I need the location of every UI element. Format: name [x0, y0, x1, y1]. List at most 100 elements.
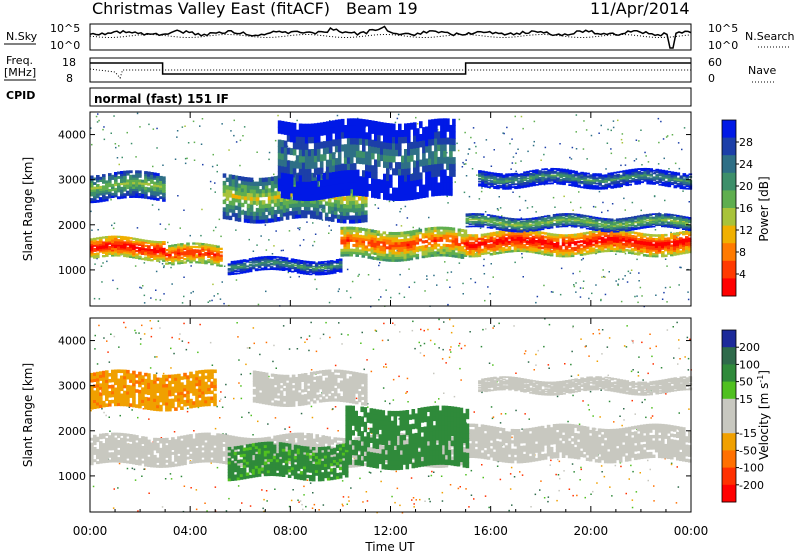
echo-cell	[513, 232, 518, 236]
echo-cell	[507, 240, 512, 244]
echo-cell	[120, 242, 124, 245]
echo-cell	[504, 217, 509, 219]
echo-cell	[615, 222, 620, 225]
echo-cell	[624, 225, 629, 227]
echo-cell	[534, 217, 539, 219]
echo-cell	[427, 227, 432, 231]
echo-cell	[233, 270, 238, 273]
echo-cell	[204, 262, 208, 265]
echo-cell	[610, 180, 614, 183]
echo-cell	[679, 183, 684, 186]
echo-cell	[198, 254, 202, 257]
echo-cell	[499, 186, 503, 189]
echo-cell	[588, 227, 593, 229]
echo-cell	[355, 253, 359, 257]
echo-cell	[117, 254, 121, 257]
echo-cell	[370, 239, 375, 243]
echo-cell	[275, 263, 280, 265]
echo-cell	[269, 267, 274, 269]
echo-cell	[492, 250, 497, 254]
noise-speck	[210, 188, 212, 190]
noise-speck	[490, 165, 493, 167]
echo-cell	[642, 224, 647, 227]
noise-speck	[647, 161, 650, 163]
echo-cell	[667, 237, 671, 240]
echo-cell	[480, 217, 485, 220]
echo-cell	[90, 243, 94, 246]
noise-speck	[670, 231, 672, 234]
echo-cell	[615, 234, 620, 238]
noise-speck	[314, 278, 316, 281]
noise-speck	[336, 114, 339, 117]
echo-cell	[564, 215, 569, 217]
echo-cell	[237, 187, 242, 192]
echo-cell	[682, 232, 686, 236]
echo-cell	[670, 248, 674, 251]
echo-cell	[499, 178, 503, 181]
echo-cell	[634, 168, 638, 171]
echo-cell	[445, 244, 450, 247]
echo-cell	[150, 240, 154, 243]
echo-cell	[567, 223, 572, 225]
echo-cell	[502, 185, 506, 188]
noise-speck	[575, 131, 577, 133]
echo-cell	[606, 225, 611, 227]
echo-cell	[688, 224, 692, 227]
echo-cell	[231, 197, 236, 202]
noise-speck	[483, 258, 485, 261]
echo-cell	[236, 270, 241, 272]
echo-cell	[340, 239, 344, 242]
echo-cell	[123, 244, 127, 247]
echo-cell	[600, 230, 605, 232]
echo-cell	[412, 249, 417, 253]
echo-cell	[670, 217, 674, 219]
echo-cell	[589, 175, 593, 178]
echo-cell	[338, 261, 343, 264]
echo-cell	[648, 243, 653, 246]
echo-cell	[251, 257, 256, 260]
echo-cell	[245, 271, 250, 273]
echo-cell	[355, 236, 359, 240]
echo-cell	[373, 256, 378, 260]
echo-cell	[102, 255, 106, 258]
noise-speck	[549, 248, 552, 251]
cpid-label: CPID	[6, 89, 35, 102]
echo-cell	[534, 228, 539, 231]
echo-cell	[318, 204, 323, 209]
echo-cell	[275, 258, 280, 261]
noise-speck	[668, 168, 670, 170]
echo-cell	[198, 252, 202, 256]
noise-speck	[324, 171, 327, 173]
echo-cell	[610, 173, 614, 176]
echo-cell	[640, 174, 644, 177]
echo-cell	[682, 227, 686, 229]
echo-cell	[93, 237, 97, 241]
echo-cell	[610, 182, 614, 185]
echo-cell	[471, 251, 476, 254]
echo-cell	[582, 221, 587, 224]
echo-cell	[532, 183, 536, 185]
echo-cell	[498, 226, 503, 229]
echo-cell	[549, 222, 554, 224]
echo-cell	[636, 226, 641, 229]
echo-cell	[483, 223, 488, 226]
noise-speck	[152, 128, 155, 130]
echo-cell	[354, 200, 359, 205]
echo-cell	[403, 238, 408, 242]
echo-cell	[648, 214, 653, 217]
echo-cell	[528, 237, 533, 240]
echo-cell	[565, 173, 569, 175]
echo-cell	[576, 222, 581, 225]
noise-speck	[482, 264, 485, 267]
echo-cell	[591, 232, 596, 235]
echo-cell	[391, 254, 396, 257]
echo-cell	[258, 215, 263, 220]
echo-cell	[162, 189, 166, 193]
echo-cell	[108, 251, 112, 254]
echo-cell	[582, 247, 587, 250]
echo-cell	[314, 269, 319, 271]
noise-speck	[517, 148, 519, 150]
echo-cell	[501, 222, 506, 225]
echo-cell	[481, 178, 485, 181]
echo-cell	[222, 207, 227, 212]
